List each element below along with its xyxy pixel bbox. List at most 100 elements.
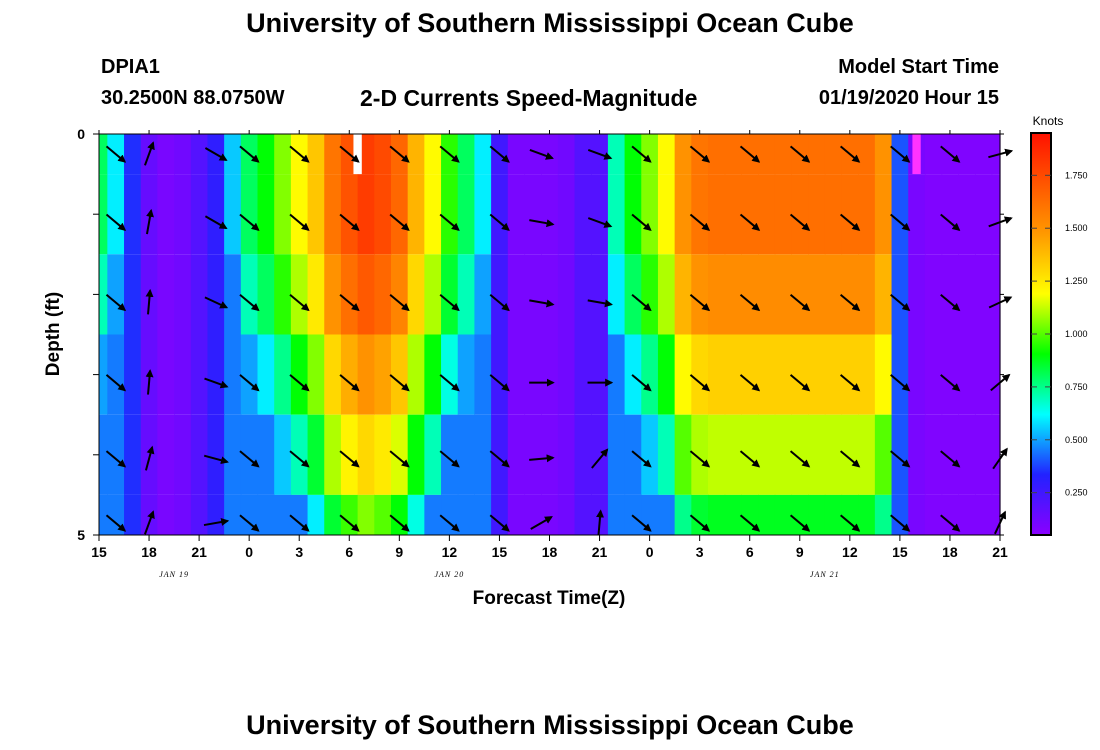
- heatmap-cell: [708, 414, 726, 495]
- heatmap-cell: [774, 174, 793, 255]
- heatmap-cell: [524, 334, 542, 415]
- current-vector-arrow: [587, 217, 613, 228]
- heatmap-cell: [207, 414, 225, 495]
- heatmap-cell: [374, 174, 392, 255]
- heatmap-cell: [974, 494, 993, 535]
- date-label: JAN 20: [434, 570, 464, 579]
- heatmap-cell: [157, 414, 175, 495]
- missing-cells: [353, 134, 921, 175]
- heatmap-cell: [507, 414, 526, 495]
- model-start-label: Model Start Time: [838, 56, 999, 78]
- heatmap-cell: [824, 334, 843, 415]
- heatmap-cell: [140, 494, 158, 535]
- heatmap-cell: [908, 174, 926, 255]
- heatmap-cell: [724, 334, 742, 415]
- current-vector-arrow: [439, 213, 460, 231]
- current-vector-arrow: [587, 149, 613, 160]
- current-vector-arrow: [389, 514, 410, 532]
- current-vector-arrow: [489, 450, 510, 468]
- heatmap-cell: [791, 334, 809, 415]
- x-tick-label: 15: [91, 544, 107, 560]
- heatmap-cell: [774, 494, 793, 535]
- current-vector-arrow: [739, 293, 761, 312]
- heatmap-cell: [224, 174, 242, 255]
- heatmap-cell: [524, 134, 542, 175]
- heatmap-cell: [908, 494, 926, 535]
- current-vector-arrow: [839, 514, 861, 532]
- colorbar-tick-label: 0.750: [1065, 382, 1088, 392]
- heatmap-cell: [374, 414, 392, 495]
- heatmap-cell: [357, 174, 375, 255]
- heatmap-cell: [741, 254, 759, 335]
- current-vector-arrow: [689, 213, 711, 231]
- current-vector-arrow: [339, 514, 360, 532]
- missing-cell: [912, 134, 921, 175]
- heatmap-cell: [607, 174, 626, 255]
- x-tick-label: 9: [395, 544, 403, 560]
- current-vector-arrow: [631, 374, 652, 392]
- heatmap-cell: [157, 134, 175, 175]
- heatmap-cell: [724, 414, 742, 495]
- current-vector-arrow: [439, 514, 460, 532]
- heatmap-cell: [924, 174, 943, 255]
- heatmap-cell: [941, 174, 959, 255]
- heatmap-cell: [124, 494, 142, 535]
- heatmap-cell: [991, 414, 1001, 495]
- heatmap-cell: [674, 334, 692, 415]
- heatmap-cell: [224, 254, 242, 335]
- heatmap-cell: [174, 414, 192, 495]
- current-vector-arrow: [890, 450, 911, 468]
- heatmap-cell: [274, 174, 292, 255]
- heatmap-cell: [474, 334, 492, 415]
- heatmap-cell: [357, 254, 375, 335]
- heatmap-cell: [474, 494, 492, 535]
- heatmap-cell: [991, 494, 1001, 535]
- heatmap-cell: [99, 254, 108, 335]
- current-vector-arrow: [389, 450, 410, 468]
- heatmap-cell: [974, 334, 993, 415]
- heatmap-cell: [407, 254, 425, 335]
- heatmap-cell: [190, 414, 209, 495]
- heatmap-cell: [824, 254, 843, 335]
- current-vector-arrow: [289, 514, 310, 532]
- heatmap-cell: [591, 334, 609, 415]
- heatmap-cell: [507, 174, 526, 255]
- heatmap-cell: [557, 134, 576, 175]
- heatmap-cell: [474, 414, 492, 495]
- current-vector-arrow: [204, 147, 228, 161]
- current-vector-arrow: [339, 374, 360, 392]
- heatmap-cell: [591, 254, 609, 335]
- model-start-value: 01/19/2020 Hour 15: [818, 87, 999, 109]
- heatmap-cell: [190, 254, 209, 335]
- current-vector-arrow: [204, 296, 229, 309]
- heatmap-cell: [274, 254, 292, 335]
- heatmap-cell: [991, 134, 1001, 175]
- current-vector-arrow: [145, 369, 154, 395]
- heatmap-cell: [224, 134, 242, 175]
- current-vector-arrow: [144, 510, 155, 535]
- current-vector-arrow: [105, 145, 127, 163]
- heatmap-cell: [841, 174, 859, 255]
- x-tick-label: 15: [892, 544, 908, 560]
- date-label: JAN 19: [159, 570, 189, 579]
- heatmap-cell: [340, 334, 359, 415]
- colorbar-title: Knots: [1033, 114, 1064, 128]
- heatmap-cell: [207, 334, 225, 415]
- heatmap-cell: [257, 254, 275, 335]
- heatmap-cell: [958, 334, 976, 415]
- x-tick-label: 18: [942, 544, 958, 560]
- current-vector-arrow: [489, 213, 510, 231]
- heatmap-cell: [774, 254, 793, 335]
- x-tick-label: 3: [696, 544, 704, 560]
- current-vector-arrow: [940, 514, 961, 532]
- heatmap-cell: [190, 334, 209, 415]
- heatmap-cell: [124, 174, 142, 255]
- current-vector-arrow: [689, 450, 711, 468]
- heatmap-cell: [457, 254, 476, 335]
- current-vector-arrow: [789, 293, 811, 312]
- heatmap-cell: [674, 254, 692, 335]
- current-vector-arrow: [489, 145, 510, 163]
- heatmap-cell: [624, 134, 642, 175]
- current-vector-arrow: [596, 509, 605, 536]
- current-vector-arrow: [439, 374, 460, 392]
